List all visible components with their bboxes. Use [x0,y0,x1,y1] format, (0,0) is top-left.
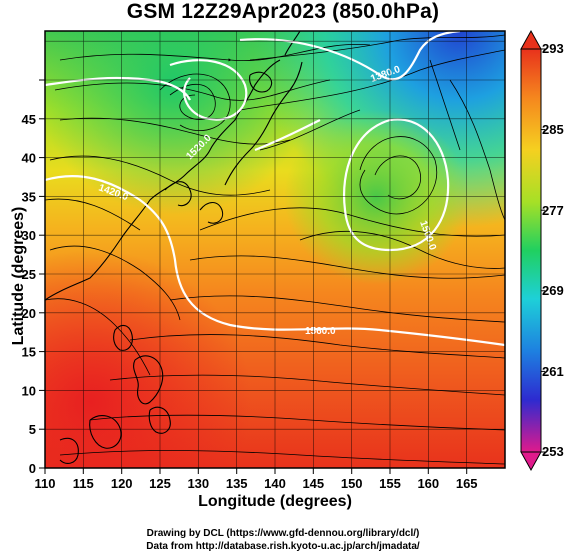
contour-label-1560: 1560.0 [305,326,336,337]
y-tick-40: 40 [22,151,36,166]
coastlines [45,31,303,464]
height-contours [45,31,505,347]
y-tick-45: 45 [22,112,36,127]
map-title: GSM 12Z29Apr2023 (850.0hPa) [126,0,440,23]
y-tick-10: 10 [22,383,36,398]
x-tick-labels: 110 115 120 125 130 135 140 145 150 155 … [35,476,478,491]
x-tick-125: 125 [149,476,171,491]
y-tick-0: 0 [29,461,36,476]
x-tick-115: 115 [73,476,94,491]
y-tick-15: 15 [22,345,36,360]
y-tick-30: 30 [22,228,36,243]
streamlines [45,34,505,465]
colorbar-label-293: 293 [542,41,564,56]
x-tick-145: 145 [302,476,324,491]
x-tick-120: 120 [111,476,133,491]
colorbar: 293 285 277 269 261 253 [520,29,564,472]
colorbar-scale [520,48,542,453]
x-tick-140: 140 [264,476,286,491]
colorbar-label-277: 277 [542,203,564,218]
colorbar-label-261: 261 [542,364,564,379]
x-axis-label: Longitude (degrees) [198,493,352,510]
y-tick-35: 35 [22,189,36,204]
colorbar-label-285: 285 [542,122,564,137]
tick-marks [39,79,468,474]
y-axis-label: Latitude (degrees) [10,206,27,346]
credit-drawing: Drawing by DCL (https://www.gfd-dennou.o… [146,528,420,539]
colorbar-label-269: 269 [542,283,564,298]
y-tick-25: 25 [22,267,36,282]
y-tick-5: 5 [29,422,36,437]
x-tick-160: 160 [417,476,439,491]
x-tick-155: 155 [379,476,401,491]
y-tick-labels: 0 5 10 15 20 25 30 35 40 45 [22,112,36,476]
colorbar-top-arrow [520,29,542,50]
grid-lines [45,31,505,468]
colorbar-label-253: 253 [542,444,564,459]
colorbar-bottom-arrow [520,451,542,472]
x-tick-110: 110 [35,476,56,491]
y-tick-20: 20 [22,306,36,321]
credit-data: Data from http://database.rish.kyoto-u.a… [146,541,420,552]
x-tick-150: 150 [341,476,363,491]
x-tick-130: 130 [187,476,209,491]
x-tick-165: 165 [456,476,478,491]
x-tick-135: 135 [226,476,248,491]
